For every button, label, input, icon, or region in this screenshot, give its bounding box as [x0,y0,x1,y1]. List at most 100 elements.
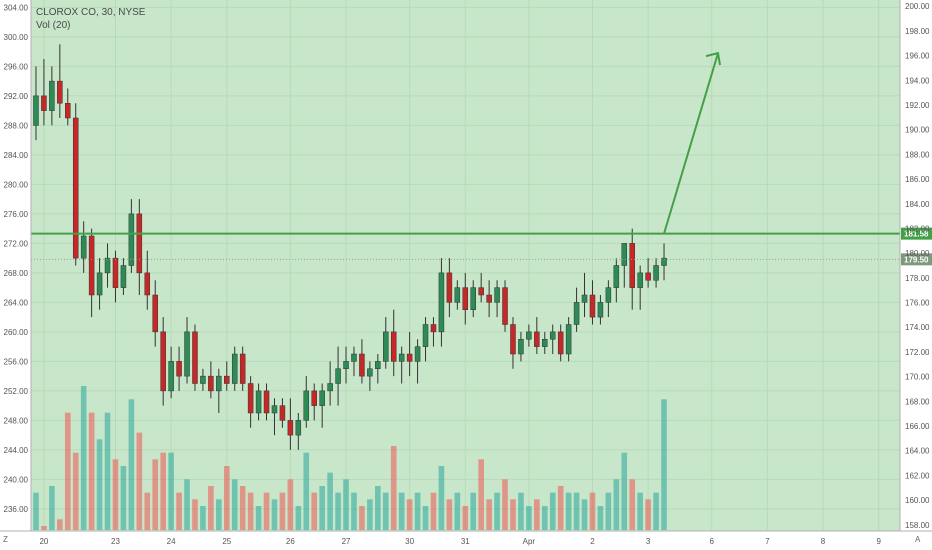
right-tick-label: 170.00 [905,373,930,382]
candle-body [120,265,127,288]
volume-bar [112,459,119,530]
volume-bar [502,479,508,530]
volume-bar [41,526,47,530]
corner-label-left: Z [3,535,8,544]
level-lines[interactable]: 181.58 179.50 [31,227,932,266]
candle-body [327,383,333,392]
volume-bar [295,506,302,530]
left-tick-label: 304.00 [4,3,29,12]
level-badge-label: 179.50 [904,255,929,264]
candle-body [255,390,262,414]
candle-body [96,272,103,296]
symbol-label[interactable]: CLOROX CO, 30, NYSE [36,7,146,18]
volume-bar [375,486,381,530]
candle-body [351,353,357,362]
x-tick-label: 7 [765,537,770,546]
volume-bar [510,499,516,530]
volume-bar [597,506,604,530]
x-tick-label: 23 [111,537,120,546]
candle-body [486,294,492,303]
candle-body [597,302,604,318]
x-axis-ticks: 20 23 24 25 26 27 30 31 Apr 2 3 6 7 8 9 [39,537,881,546]
right-tick-label: 164.00 [905,447,930,456]
candle-body [494,287,500,303]
candle-body [136,213,143,274]
candle-body [247,383,254,414]
candle-body [478,287,484,296]
volume-bar [144,492,151,530]
volume-bar [518,492,524,530]
volume-bar [390,446,397,530]
candle-body [192,331,198,384]
left-tick-label: 284.00 [4,151,29,160]
volume-label[interactable]: Vol (20) [36,20,71,31]
volume-bar [637,492,643,530]
volume-bar [279,492,286,530]
volume-bar [494,492,500,530]
candle-body [176,361,182,377]
volume-bar [64,412,71,530]
candle-body [637,272,643,288]
volume-bar [565,492,572,530]
volume-bar [49,486,55,530]
candle-body [41,95,47,111]
candle-body [565,324,572,355]
volume-bar [128,399,135,530]
candle-body [303,390,310,421]
left-tick-label: 296.00 [4,62,29,71]
candle-body [573,302,580,325]
candle-body [414,346,421,362]
candle-body [319,390,325,406]
volume-bar [247,492,254,530]
right-tick-label: 194.00 [905,76,930,85]
x-tick-label: 25 [222,537,231,546]
right-tick-label: 172.00 [905,348,930,357]
volume-bars [33,386,667,530]
volume-bar [223,466,230,530]
candle-body [216,375,222,392]
volume-bar [645,499,651,530]
trend-arrow[interactable] [663,51,721,234]
candle-body [80,235,87,259]
arrow-shaft [663,52,719,234]
candle-body [549,331,556,340]
candle-body [422,324,429,347]
candle-body [343,361,349,369]
volume-bar [80,386,87,530]
volume-bar [621,452,628,530]
candle-body [57,80,63,104]
volume-bar [72,452,79,530]
right-axis-ticks: 158.00 160.00 162.00 164.00 166.00 168.00 170.… [905,2,930,530]
volume-bar [184,479,190,530]
candle-body [542,339,548,347]
candle-body [72,117,79,259]
volume-bar [176,492,182,530]
right-tick-label: 186.00 [905,175,930,184]
volume-bar [263,492,270,530]
right-tick-label: 192.00 [905,101,930,110]
x-tick-label: 26 [286,537,295,546]
right-tick-label: 188.00 [905,150,930,159]
candle-body [645,272,651,281]
x-tick-label: 30 [405,537,414,546]
candle-body [184,331,190,377]
candle-body [470,287,476,310]
volume-bar [208,486,214,530]
candle-body [49,80,55,111]
candle-body [502,287,508,325]
volume-bar [88,412,95,530]
left-tick-label: 276.00 [4,210,29,219]
x-tick-label: 2 [590,537,595,546]
volume-bar [478,459,484,530]
volume-bar [422,506,429,530]
volume-bar [120,466,127,530]
candle-body [621,243,628,266]
candle-body [263,390,270,414]
volume-bar [486,499,492,530]
volume-bar [168,452,174,530]
candle-body [200,375,206,384]
volume-bar [351,492,357,530]
candle-body [589,294,596,318]
right-tick-label: 182.00 [905,224,930,233]
